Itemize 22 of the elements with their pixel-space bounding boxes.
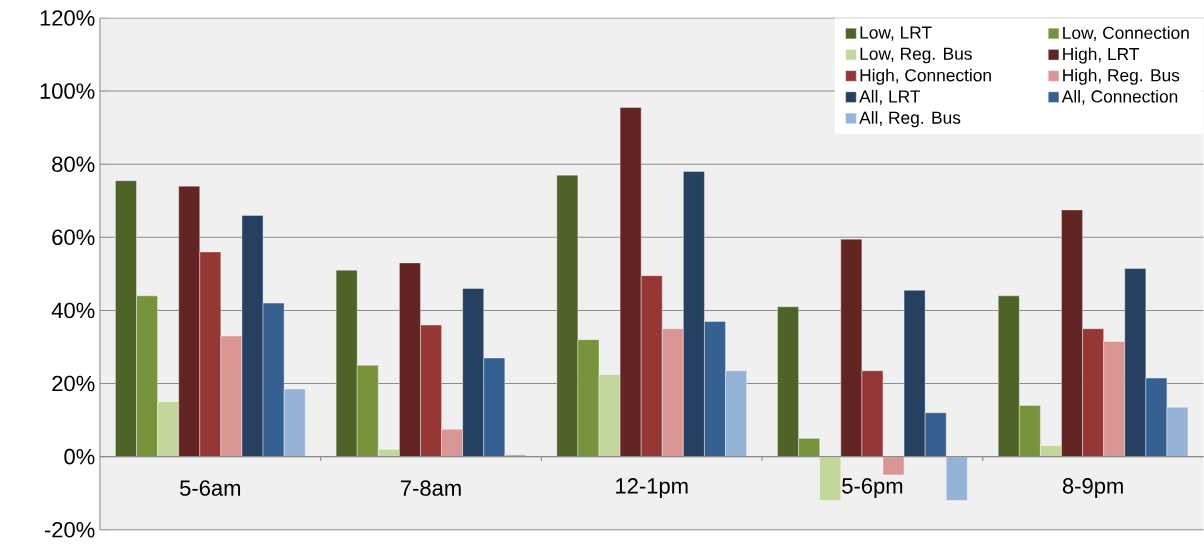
legend-label: High, Connection (860, 68, 991, 85)
legend-label: All, LRT (859, 90, 921, 105)
y-tick-label: 0% (64, 448, 95, 465)
legend-label: All, Reg. Bus (859, 111, 961, 128)
x-tick-label: 5-6am (180, 480, 241, 496)
y-tick-label: 80% (52, 156, 95, 173)
legend-label: Low, Connection (1063, 26, 1189, 42)
x-tick-label: 7-8am (400, 480, 461, 496)
y-tick-label: -20% (44, 522, 95, 538)
y-tick-label: 120% (40, 10, 95, 26)
y-tick-label: 40% (51, 302, 95, 319)
y-tick-label: 20% (52, 375, 95, 392)
x-tick-label: 8-9pm (1062, 478, 1123, 499)
legend-label: High, Reg. Bus (1063, 68, 1180, 85)
legend-label: Low, LRT (860, 26, 932, 41)
legend-label: All, Connection (1061, 90, 1178, 105)
x-tick-label: 5-6pm (842, 478, 903, 499)
legend-label: High, LRT (1063, 47, 1140, 64)
y-tick-label: 100% (40, 83, 95, 99)
legend-label: Low, Reg. Bus (860, 47, 972, 64)
x-tick-label: 12-1pm (616, 478, 688, 499)
y-tick-label: 60% (52, 229, 95, 246)
